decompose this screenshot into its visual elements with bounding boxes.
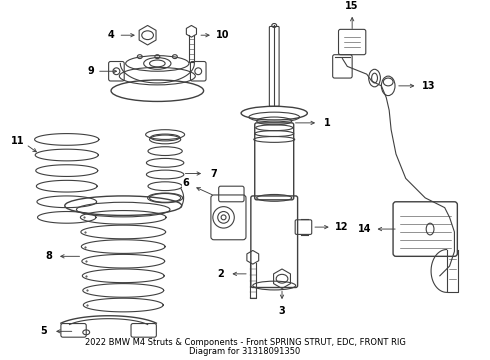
Text: 2022 BMW M4 Struts & Components - Front SPRING STRUT, EDC, FRONT RIG: 2022 BMW M4 Struts & Components - Front … [85,338,405,347]
Text: 5: 5 [40,326,47,336]
Text: 14: 14 [358,224,371,234]
Text: 2: 2 [217,269,224,279]
Text: 3: 3 [279,306,285,316]
Text: 1: 1 [323,118,330,128]
Text: 12: 12 [335,222,348,232]
Text: 15: 15 [345,1,359,11]
Text: 7: 7 [210,168,217,179]
Text: Diagram for 31318091350: Diagram for 31318091350 [189,347,301,356]
Text: 11: 11 [11,136,25,147]
Text: 9: 9 [88,66,95,76]
Text: 6: 6 [182,178,189,188]
Text: 10: 10 [216,30,229,40]
Text: 13: 13 [422,81,436,91]
Text: 8: 8 [46,251,52,261]
Text: 4: 4 [107,30,114,40]
